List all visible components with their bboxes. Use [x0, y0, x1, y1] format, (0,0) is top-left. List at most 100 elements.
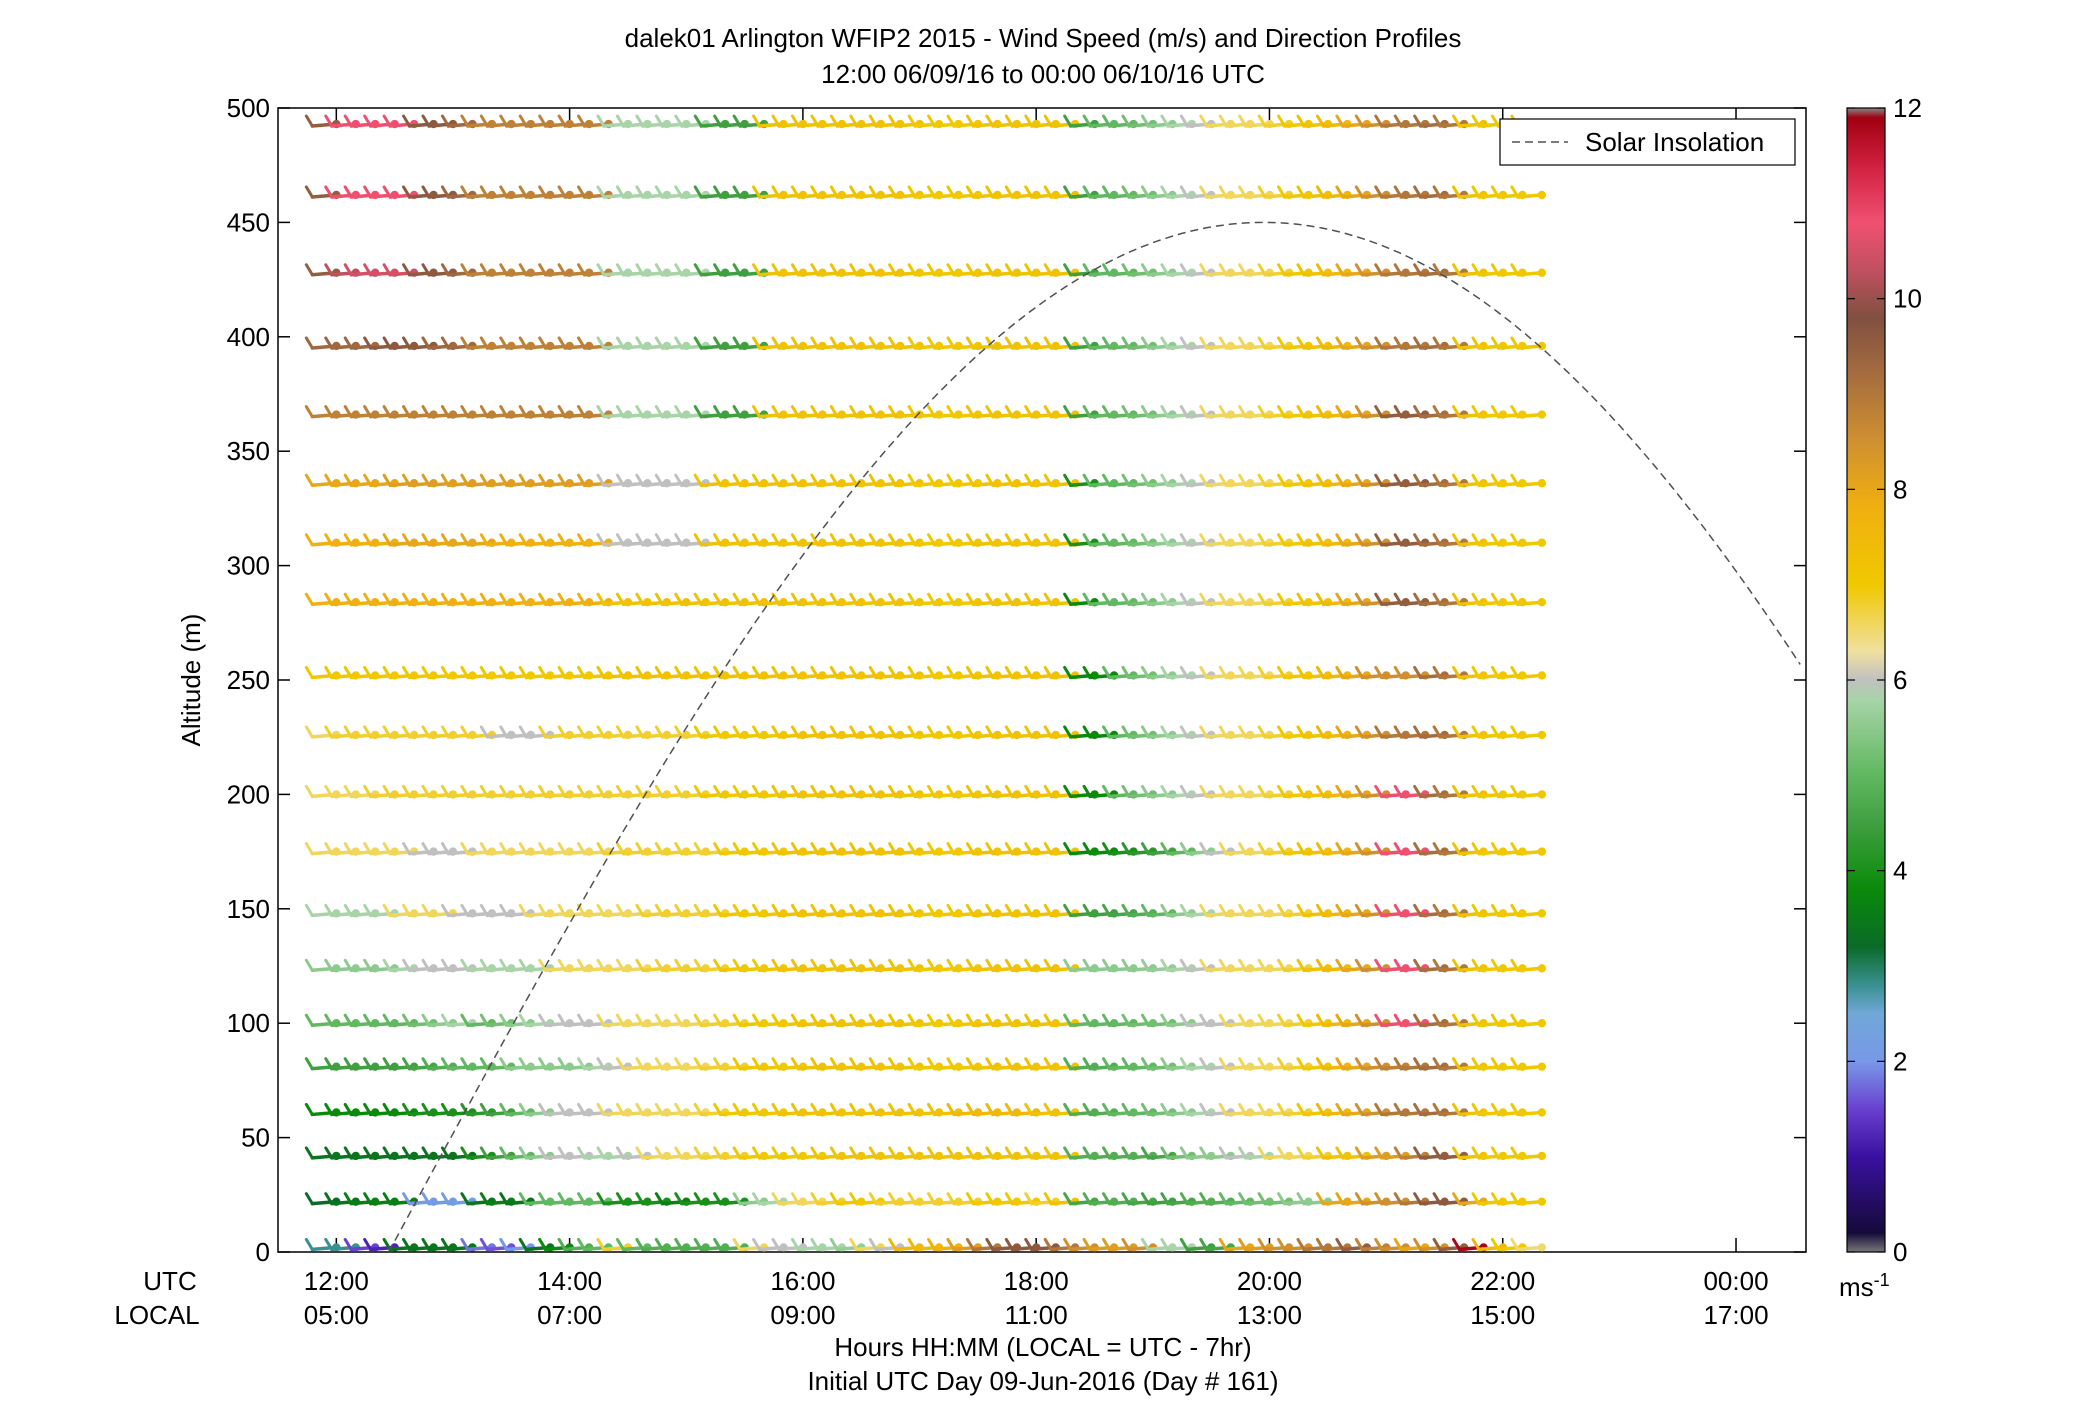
wind-barb-flag: [674, 1013, 684, 1027]
wind-barb-flag: [829, 1146, 839, 1160]
wind-barb-flag: [518, 958, 528, 972]
wind-barb-flag: [771, 1237, 781, 1251]
wind-barb-flag: [343, 903, 353, 917]
wind-barb-dot: [1537, 410, 1547, 419]
wind-barb-flag: [324, 958, 334, 972]
wind-barb-flag: [849, 1192, 859, 1206]
wind-barb-flag: [1043, 903, 1053, 917]
wind-barb-flag: [615, 958, 625, 972]
wind-barb-flag: [1354, 1237, 1364, 1251]
wind-barb-flag: [1082, 1057, 1092, 1071]
wind-barb-flag: [421, 1237, 431, 1251]
wind-barb-flag: [402, 784, 412, 798]
x-tick-label-utc: 20:00: [1237, 1266, 1302, 1296]
wind-barb-flag: [635, 1057, 645, 1071]
wind-barb-flag: [1354, 1146, 1364, 1160]
wind-barb-flag: [440, 1013, 450, 1027]
wind-barb-flag: [907, 1146, 917, 1160]
wind-barb-flag: [790, 842, 800, 856]
wind-barb-flag: [654, 1102, 664, 1116]
wind-barb-flag: [810, 1102, 820, 1116]
wind-barb-flag: [635, 784, 645, 798]
wind-barb-flag: [1374, 1192, 1384, 1206]
wind-barb-flag: [577, 1057, 587, 1071]
wind-barb-flag: [985, 1057, 995, 1071]
wind-barb-flag: [1063, 784, 1073, 798]
wind-barb-flag: [1277, 1146, 1287, 1160]
wind-barb-flag: [1063, 842, 1073, 856]
wind-barb-flag: [849, 1102, 859, 1116]
wind-barb-flag: [304, 725, 314, 739]
wind-barb-flag: [1374, 1013, 1384, 1027]
wind-barb-flag: [1004, 842, 1014, 856]
wind-barb-flag: [1024, 903, 1034, 917]
wind-barb-flag: [304, 1013, 314, 1027]
wind-barb-flag: [538, 958, 548, 972]
wind-barb-flag: [1082, 1146, 1092, 1160]
wind-barb-flag: [596, 1237, 606, 1251]
wind-barb-flag: [479, 1146, 489, 1160]
wind-barb-flag: [518, 903, 528, 917]
wind-barb-flag: [557, 842, 567, 856]
wind-barb-flag: [985, 1102, 995, 1116]
wind-barb-flag: [771, 903, 781, 917]
wind-barb-flag: [1238, 903, 1248, 917]
wind-barb-flag: [1315, 1102, 1325, 1116]
wind-barb-flag: [752, 1102, 762, 1116]
wind-barb-flag: [829, 1192, 839, 1206]
wind-barb-flag: [946, 1237, 956, 1251]
wind-barb-flag: [1374, 1237, 1384, 1251]
wind-barb: [1510, 1146, 1547, 1161]
wind-barb-flag: [382, 725, 392, 739]
wind-barb-flag: [343, 842, 353, 856]
wind-barb-flag: [363, 1146, 373, 1160]
wind-barb-flag: [363, 1013, 373, 1027]
wind-barb-flag: [382, 903, 392, 917]
wind-barb-flag: [790, 1057, 800, 1071]
wind-barb-flag: [1277, 1102, 1287, 1116]
wind-barb-flag: [596, 784, 606, 798]
wind-barb-flag: [1490, 1237, 1500, 1251]
wind-barb-flag: [382, 1192, 392, 1206]
wind-barb-flag: [460, 842, 470, 856]
wind-barb-flag: [324, 1146, 334, 1160]
wind-barb-flag: [304, 784, 314, 798]
y-tick-label: 0: [256, 1237, 270, 1267]
wind-barb-flag: [1315, 1146, 1325, 1160]
wind-barb-flag: [1238, 784, 1248, 798]
chart-subtitle: 12:00 06/09/16 to 00:00 06/10/16 UTC: [821, 59, 1265, 89]
wind-barb-flag: [674, 1057, 684, 1071]
wind-barb-flag: [965, 903, 975, 917]
wind-barb-dot: [1537, 790, 1547, 799]
wind-barb-flag: [1218, 1146, 1228, 1160]
wind-barb-flag: [1296, 1013, 1306, 1027]
wind-barb-flag: [460, 1192, 470, 1206]
wind-barb-flag: [1490, 1192, 1500, 1206]
wind-barb-flag: [1140, 1237, 1150, 1251]
wind-barb-flag: [1510, 1237, 1520, 1251]
wind-barb-flag: [1043, 784, 1053, 798]
wind-barb-flag: [907, 842, 917, 856]
wind-barb-flag: [1413, 1057, 1423, 1071]
wind-barb-flag: [1315, 958, 1325, 972]
wind-barb-flag: [1024, 1057, 1034, 1071]
wind-barb-flag: [1296, 784, 1306, 798]
wind-barb-flag: [1102, 903, 1112, 917]
wind-barb-flag: [479, 1057, 489, 1071]
wind-barb-flag: [1082, 1013, 1092, 1027]
wind-barb-flag: [713, 1237, 723, 1251]
wind-barb-flag: [1004, 1192, 1014, 1206]
wind-barb-flag: [732, 784, 742, 798]
wind-barb-flag: [829, 784, 839, 798]
wind-barb-flag: [1490, 903, 1500, 917]
wind-barb-flag: [713, 1057, 723, 1071]
y-tick-label: 350: [227, 436, 270, 466]
wind-barb-dot: [1537, 538, 1547, 547]
wind-barb-flag: [965, 1102, 975, 1116]
wind-barb-flag: [538, 1192, 548, 1206]
wind-barb-flag: [693, 1237, 703, 1251]
wind-barb-dot: [1537, 1151, 1547, 1161]
wind-barb-flag: [1374, 784, 1384, 798]
wind-barb-flag: [1393, 1237, 1403, 1251]
wind-barb-flag: [674, 903, 684, 917]
